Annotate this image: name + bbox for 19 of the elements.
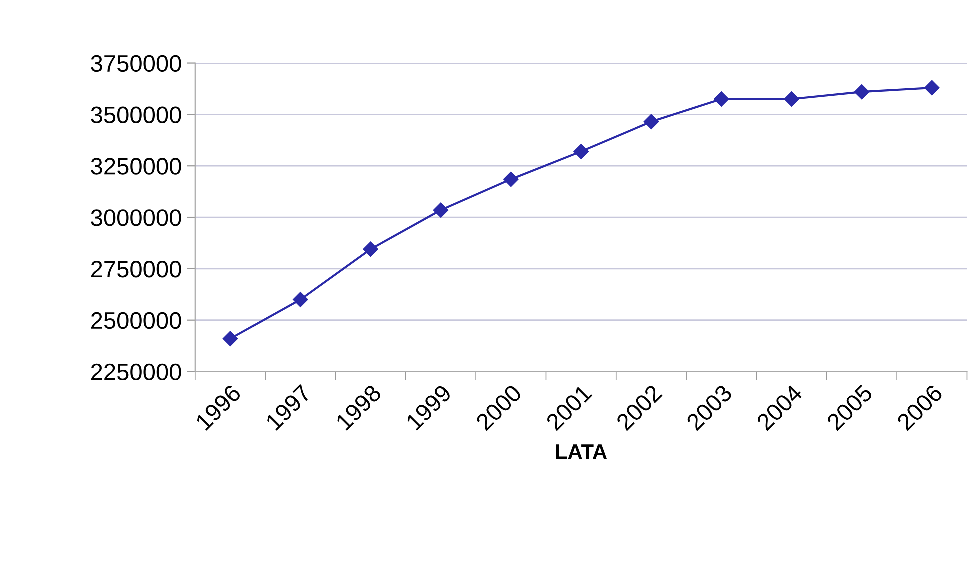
- point: [784, 92, 800, 107]
- y-tick-label: 3500000: [91, 106, 182, 124]
- point: [222, 331, 238, 346]
- point: [504, 172, 519, 188]
- point: [363, 242, 378, 257]
- x-axis-title: LATA: [556, 444, 607, 460]
- point: [644, 114, 660, 130]
- y-tick-label: 3000000: [91, 210, 182, 226]
- y-tick-label: 2750000: [91, 261, 182, 278]
- point: [924, 80, 940, 96]
- y-tick-label: 2500000: [91, 312, 182, 330]
- point: [293, 292, 308, 308]
- y-tick-label: 2250000: [91, 364, 182, 381]
- point: [574, 144, 589, 160]
- point: [433, 202, 449, 218]
- y-tick-label: 3250000: [91, 158, 182, 175]
- y-tick-label: 3750000: [91, 55, 182, 72]
- point: [854, 84, 870, 100]
- point: [714, 92, 730, 107]
